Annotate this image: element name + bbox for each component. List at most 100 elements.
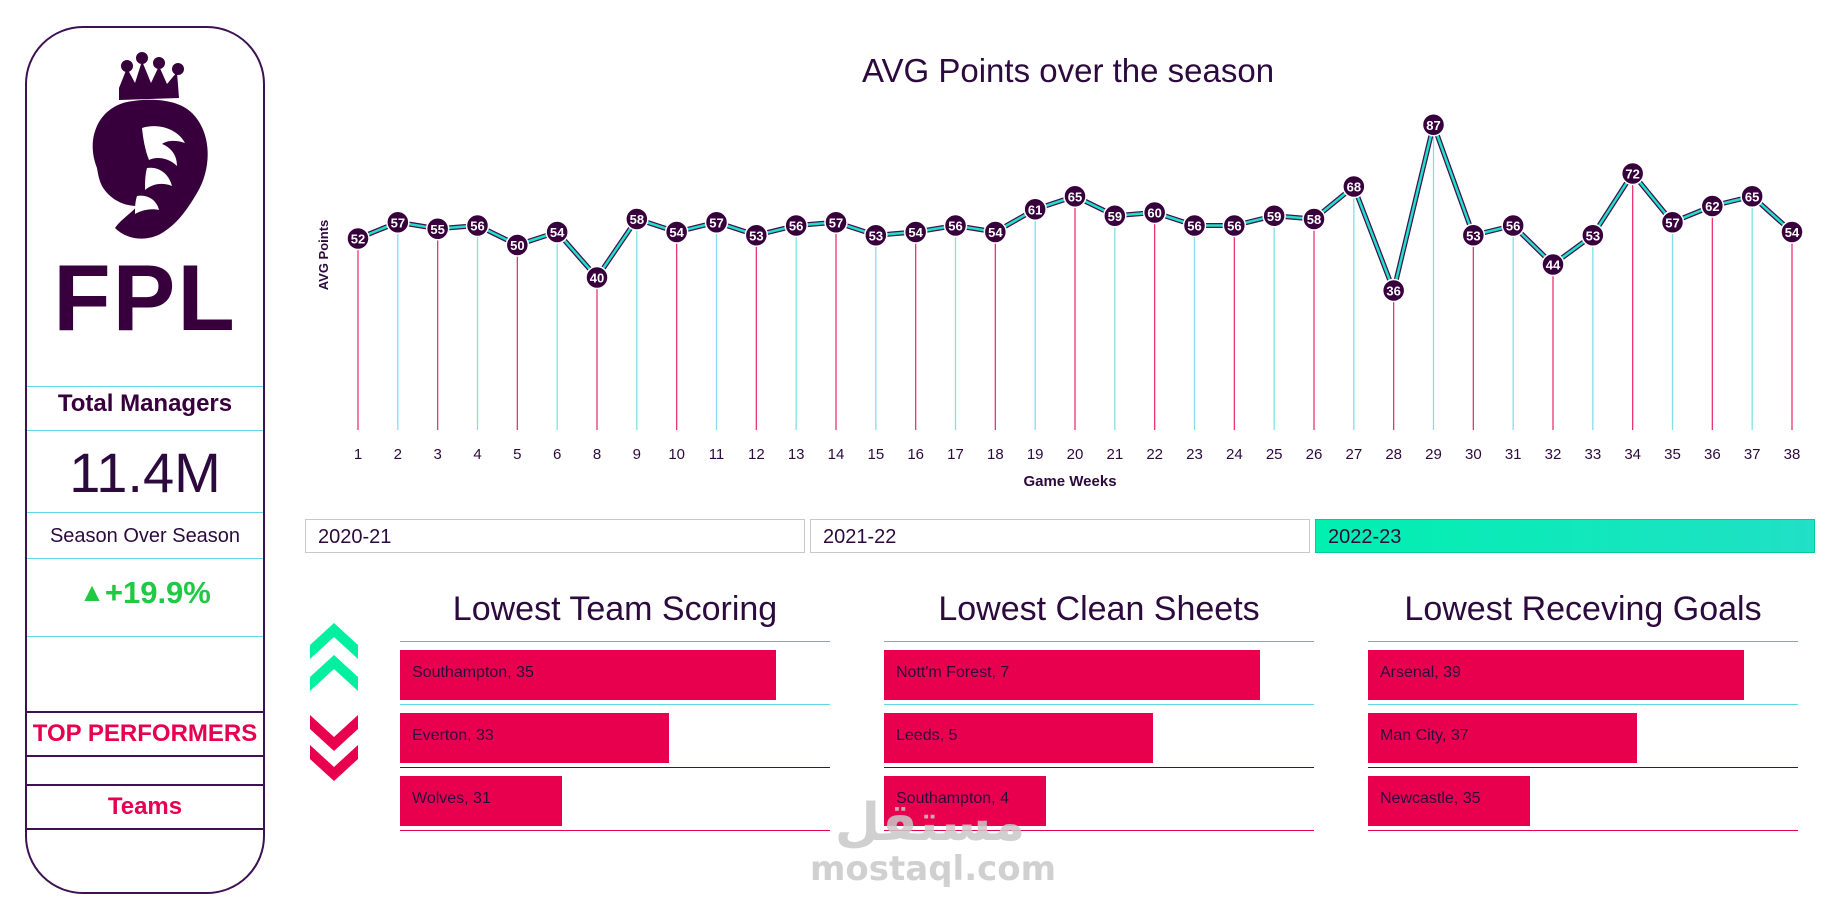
data-point[interactable]: 55 (425, 217, 450, 241)
data-point[interactable]: 72 (1620, 161, 1645, 186)
total-managers-label: Total Managers (57, 390, 233, 417)
data-point[interactable]: 61 (1023, 197, 1047, 221)
data-point-label: 56 (789, 219, 803, 234)
watermark-latin: mostaql.com (810, 849, 1057, 889)
data-point-marker (664, 220, 689, 244)
x-tick-label: 23 (1186, 446, 1203, 463)
total-managers-value: 11.4M (69, 441, 221, 504)
bar-row[interactable]: Nott'm Forest, 7 (884, 645, 1314, 707)
data-point[interactable]: 53 (744, 223, 769, 247)
data-point-marker (744, 223, 769, 247)
nav-top-performers-button[interactable]: TOP PERFORMERS (27, 711, 263, 757)
data-point[interactable]: 87 (1421, 113, 1446, 137)
bar-row[interactable]: Wolves, 31 (400, 771, 830, 833)
row-divider (400, 767, 830, 768)
data-point[interactable]: 56 (1222, 213, 1247, 238)
data-point[interactable]: 68 (1342, 174, 1366, 199)
data-point[interactable]: 53 (1581, 223, 1605, 247)
bar-row[interactable]: Newcastle, 35 (1368, 771, 1798, 833)
data-point[interactable]: 56 (943, 213, 968, 238)
data-point-marker (1302, 207, 1326, 231)
data-point-marker (1541, 252, 1565, 277)
data-point-marker (1222, 213, 1247, 238)
data-point-marker (1421, 113, 1446, 137)
bar-row[interactable]: Southampton, 4 (884, 771, 1314, 833)
x-tick-label: 12 (748, 446, 765, 463)
x-tick-label: 6 (553, 446, 561, 463)
data-point[interactable]: 57 (824, 210, 848, 234)
x-tick-label: 15 (867, 446, 884, 463)
x-tick-label: 2 (394, 446, 402, 463)
double-chevron-down-icon[interactable] (310, 715, 358, 781)
divider (27, 512, 263, 513)
bar-row[interactable]: Everton, 33 (400, 708, 830, 770)
data-point[interactable]: 60 (1142, 200, 1167, 225)
nav-teams-button[interactable]: Teams (27, 784, 263, 830)
season-2022-23-button[interactable]: 2022-23 (1315, 519, 1815, 553)
data-point[interactable]: 65 (1740, 184, 1764, 208)
data-point[interactable]: 56 (784, 213, 808, 238)
bar-label: Newcastle, 35 (1380, 790, 1481, 807)
data-point[interactable]: 56 (1182, 213, 1207, 238)
data-point[interactable]: 56 (1501, 213, 1525, 238)
x-tick-label: 31 (1505, 446, 1522, 463)
data-point-label: 53 (1466, 228, 1480, 243)
data-point-label: 59 (1108, 209, 1122, 224)
data-point-marker (1501, 213, 1525, 238)
data-point-label: 61 (1028, 202, 1042, 217)
bar (400, 650, 776, 700)
data-point[interactable]: 59 (1103, 204, 1127, 228)
x-tick-label: 8 (593, 446, 601, 463)
data-point-marker (983, 220, 1008, 244)
bar-row[interactable]: Arsenal, 39 (1368, 645, 1798, 707)
data-point[interactable]: 44 (1541, 252, 1565, 277)
data-point-label: 36 (1386, 284, 1400, 299)
row-divider (400, 830, 830, 831)
x-tick-label: 11 (709, 446, 725, 463)
double-chevron-up-icon[interactable] (310, 623, 358, 691)
data-point[interactable]: 40 (585, 265, 609, 290)
data-point[interactable]: 54 (545, 220, 569, 244)
x-tick-label: 10 (668, 446, 685, 463)
data-point[interactable]: 58 (1302, 207, 1326, 231)
data-point-marker (1700, 194, 1725, 218)
data-point[interactable]: 52 (346, 226, 370, 251)
data-point[interactable]: 57 (386, 210, 410, 234)
premier-league-lion-logo: FPL (53, 52, 235, 350)
season-2020-21-button[interactable]: 2020-21 (305, 519, 805, 553)
data-point[interactable]: 57 (1660, 210, 1685, 234)
data-point[interactable]: 62 (1700, 194, 1725, 218)
data-point-label: 54 (669, 225, 684, 240)
panel-title: Lowest Team Scoring (452, 590, 778, 628)
data-point[interactable]: 54 (1780, 220, 1804, 244)
data-point-label: 56 (470, 219, 484, 234)
season-2021-22-button[interactable]: 2021-22 (810, 519, 1310, 553)
data-point[interactable]: 54 (903, 220, 928, 244)
data-point[interactable]: 53 (864, 223, 888, 247)
data-point-label: 54 (550, 225, 565, 240)
data-point[interactable]: 54 (983, 220, 1008, 244)
data-point-marker (1262, 204, 1286, 228)
bar-row[interactable]: Leeds, 5 (884, 708, 1314, 770)
divider (27, 558, 263, 559)
data-point[interactable]: 53 (1461, 223, 1486, 247)
data-point[interactable]: 56 (465, 213, 490, 238)
bar-row[interactable]: Man City, 37 (1368, 708, 1798, 770)
bar (1368, 776, 1530, 826)
watermark-arabic: مستقل (834, 793, 1026, 853)
data-point[interactable]: 36 (1381, 278, 1406, 303)
bar-label: Nott'm Forest, 7 (896, 664, 1010, 681)
data-point-label: 57 (1665, 215, 1679, 230)
data-point[interactable]: 57 (704, 210, 729, 234)
data-point[interactable]: 50 (505, 233, 530, 257)
x-tick-label: 26 (1306, 446, 1323, 463)
data-point[interactable]: 54 (664, 220, 689, 244)
data-point[interactable]: 65 (1063, 184, 1087, 208)
data-point[interactable]: 59 (1262, 204, 1286, 228)
data-point[interactable]: 58 (625, 207, 649, 231)
data-point-label: 44 (1546, 258, 1561, 273)
bar-row[interactable]: Southampton, 35 (400, 645, 830, 707)
x-tick-label: 27 (1345, 446, 1362, 463)
divider (27, 430, 263, 431)
data-point-label: 57 (709, 215, 723, 230)
